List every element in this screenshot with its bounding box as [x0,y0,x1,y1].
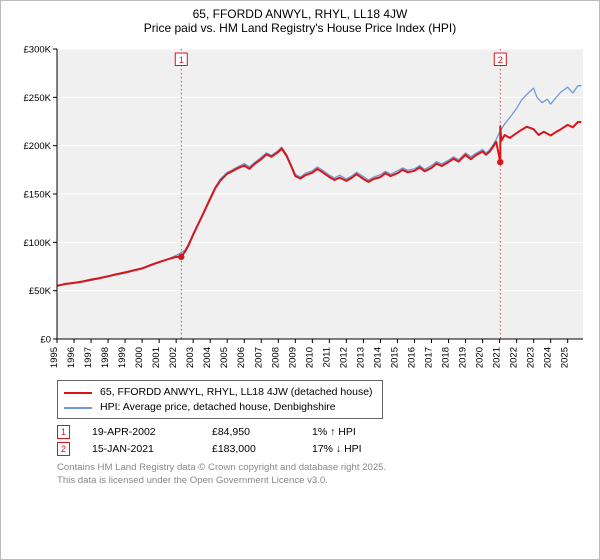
chart-title: 65, FFORDD ANWYL, RHYL, LL18 4JW [9,7,591,21]
svg-text:2003: 2003 [185,347,196,368]
svg-text:2017: 2017 [423,347,434,368]
credit-line-1: Contains HM Land Registry data © Crown c… [57,462,591,474]
svg-text:2018: 2018 [441,347,452,368]
subject-swatch [64,392,92,394]
sale-marker-badge: 1 [57,425,70,439]
sale-vs-hpi: 17% ↓ HPI [312,443,422,455]
svg-text:1996: 1996 [66,347,77,368]
svg-text:2015: 2015 [389,347,400,368]
svg-text:2020: 2020 [475,347,486,368]
svg-text:£200K: £200K [24,141,52,152]
svg-text:1995: 1995 [49,347,60,368]
svg-text:2008: 2008 [270,347,281,368]
svg-text:2023: 2023 [526,347,537,368]
svg-text:2025: 2025 [560,347,571,368]
svg-text:1997: 1997 [83,347,94,368]
svg-text:1999: 1999 [117,347,128,368]
legend-label-hpi: HPI: Average price, detached house, Denb… [100,400,336,415]
svg-text:2010: 2010 [304,347,315,368]
sale-row: 2 15-JAN-2021£183,00017% ↓ HPI [57,442,591,456]
svg-text:2001: 2001 [151,347,162,368]
svg-text:2022: 2022 [509,347,520,368]
svg-text:2024: 2024 [543,347,554,368]
sale-marker-badge: 2 [57,442,70,456]
svg-text:£100K: £100K [24,238,52,249]
svg-text:2005: 2005 [219,347,230,368]
hpi-swatch [64,407,92,409]
svg-text:1998: 1998 [100,347,111,368]
legend-item-subject: 65, FFORDD ANWYL, RHYL, LL18 4JW (detach… [64,385,376,400]
svg-text:2007: 2007 [253,347,264,368]
svg-text:2019: 2019 [458,347,469,368]
credit-line-2: This data is licensed under the Open Gov… [57,475,591,487]
svg-text:2013: 2013 [355,347,366,368]
svg-text:£300K: £300K [24,45,52,56]
credit-text: Contains HM Land Registry data © Crown c… [57,462,591,487]
svg-text:2021: 2021 [492,347,503,368]
svg-text:2012: 2012 [338,347,349,368]
svg-text:2011: 2011 [321,347,332,367]
svg-text:2014: 2014 [372,347,383,368]
svg-text:2009: 2009 [287,347,298,368]
svg-text:2: 2 [498,55,503,65]
svg-text:2000: 2000 [134,347,145,368]
svg-text:2006: 2006 [236,347,247,368]
svg-text:£150K: £150K [24,190,52,201]
svg-text:£250K: £250K [24,93,52,104]
legend-item-hpi: HPI: Average price, detached house, Denb… [64,400,376,415]
sale-date: 15-JAN-2021 [92,443,212,455]
svg-text:2004: 2004 [202,347,213,368]
sale-date: 19-APR-2002 [92,426,212,438]
sale-price: £84,950 [212,426,312,438]
price-chart: £0 £50K £100K £150K £200K £250K £300K 1 2 1995 199… [9,39,591,374]
svg-text:£0: £0 [40,335,51,346]
svg-text:2016: 2016 [406,347,417,368]
sale-vs-hpi: 1% ↑ HPI [312,426,422,438]
sale-row: 1 19-APR-2002£84,9501% ↑ HPI [57,425,591,439]
svg-text:£50K: £50K [29,286,52,297]
svg-text:2002: 2002 [168,347,179,368]
legend-label-subject: 65, FFORDD ANWYL, RHYL, LL18 4JW (detach… [100,385,373,400]
svg-text:1: 1 [179,55,184,65]
sale-price: £183,000 [212,443,312,455]
chart-subtitle: Price paid vs. HM Land Registry's House … [9,21,591,35]
legend-box: 65, FFORDD ANWYL, RHYL, LL18 4JW (detach… [57,380,383,419]
sales-block: 1 19-APR-2002£84,9501% ↑ HPI 2 15-JAN-2021£… [57,425,591,456]
